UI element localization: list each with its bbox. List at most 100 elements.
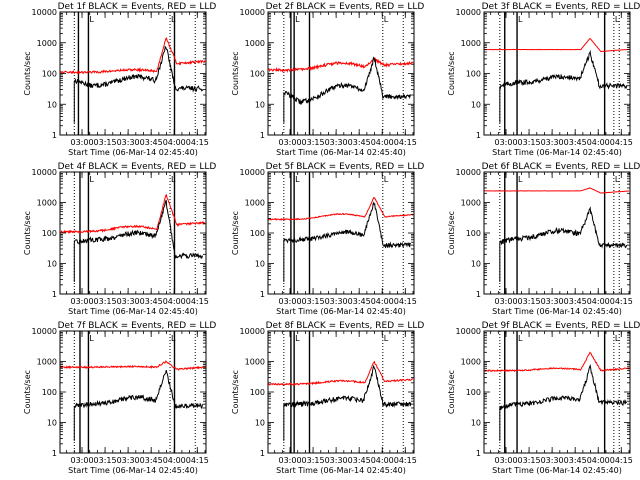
series-lld	[484, 37, 630, 53]
marker-label: L	[384, 15, 389, 24]
marker-label: L	[171, 334, 176, 343]
series-lld	[268, 360, 414, 386]
y-axis-label: Counts/sec	[231, 51, 240, 95]
y-tick-label: 10000	[456, 8, 481, 17]
y-tick-label: 1000	[37, 199, 57, 208]
y-tick-label: 1	[52, 290, 57, 299]
x-tick-label: 03:00	[278, 138, 301, 147]
y-tick-label: 1000	[461, 39, 481, 48]
y-tick-label: 1	[52, 449, 57, 458]
x-tick-label: 04:15	[610, 456, 633, 465]
series-events	[283, 364, 412, 441]
x-tick-label: 04:15	[394, 138, 417, 147]
y-tick-label: 1	[476, 290, 481, 299]
x-tick-label: 03:30	[325, 456, 348, 465]
panel-title: Det 4f BLACK = Events, RED = LLD	[58, 162, 217, 172]
y-tick-label: 1000	[461, 358, 481, 367]
plot-frame	[483, 330, 631, 454]
y-tick-label: 10000	[32, 8, 57, 17]
panel-title: Det 8f BLACK = Events, RED = LLD	[266, 321, 425, 331]
marker-label: L	[615, 15, 620, 24]
x-tick-label: 04:00	[587, 138, 610, 147]
x-axis-label: Start Time (06-Mar-14 02:45:40)	[276, 148, 406, 157]
marker-label: L	[295, 175, 300, 184]
panel-title: Det 9f BLACK = Events, RED = LLD	[482, 321, 640, 331]
x-tick-label: 03:00	[70, 138, 93, 147]
x-tick-label: 03:45	[564, 297, 587, 306]
y-axis-label: Counts/sec	[23, 211, 32, 255]
x-tick-label: 04:00	[587, 297, 610, 306]
y-tick-label: 100	[42, 388, 57, 397]
series-lld	[60, 37, 206, 75]
x-tick-label: 03:15	[94, 138, 117, 147]
y-tick-label: 1000	[37, 358, 57, 367]
y-tick-label: 100	[466, 229, 481, 238]
marker-label: L	[615, 175, 620, 184]
marker-label: L	[171, 175, 176, 184]
x-tick-label: 04:15	[186, 456, 209, 465]
marker-label: L	[89, 334, 94, 343]
x-axis-label: Start Time (06-Mar-14 02:45:40)	[68, 148, 198, 157]
series-events	[73, 370, 204, 441]
panel-2: Det 2f BLACK = Events, RED = LLD L L 1 10 100…	[231, 2, 424, 157]
x-axis-label: Start Time (06-Mar-14 02:45:40)	[492, 466, 622, 475]
x-tick-label: 04:00	[371, 297, 394, 306]
x-tick-label: 04:00	[587, 456, 610, 465]
panel-title: Det 2f BLACK = Events, RED = LLD	[266, 2, 425, 12]
series-events	[283, 56, 412, 123]
y-tick-label: 100	[250, 229, 265, 238]
x-tick-label: 04:00	[163, 456, 186, 465]
marker-label: L	[384, 334, 389, 343]
x-tick-label: 04:00	[163, 138, 186, 147]
x-tick-label: 04:15	[186, 138, 209, 147]
x-tick-label: 04:15	[610, 297, 633, 306]
y-tick-label: 1000	[461, 199, 481, 208]
y-tick-label: 10	[255, 100, 265, 109]
x-tick-label: 03:30	[541, 456, 564, 465]
marker-label: L	[295, 15, 300, 24]
series-events	[73, 45, 204, 123]
plot-frame	[483, 11, 631, 136]
y-tick-label: 10000	[32, 327, 57, 336]
x-tick-label: 03:15	[94, 456, 117, 465]
series-lld	[268, 196, 414, 221]
series-events	[73, 200, 203, 282]
panel-9: Det 9f BLACK = Events, RED = LLD L L 1 10 100…	[447, 321, 640, 475]
y-tick-label: 10	[255, 260, 265, 269]
series-events	[499, 363, 628, 441]
y-tick-label: 100	[42, 70, 57, 79]
panel-1: Det 1f BLACK = Events, RED = LLD L L 1 10 100…	[23, 2, 216, 157]
x-tick-label: 03:00	[278, 456, 301, 465]
x-tick-label: 03:00	[494, 456, 517, 465]
x-tick-label: 03:45	[140, 456, 163, 465]
y-axis-label: Counts/sec	[23, 370, 32, 414]
series-lld	[484, 351, 630, 373]
y-tick-label: 100	[42, 229, 57, 238]
y-tick-label: 1	[260, 131, 265, 140]
marker-label: L	[384, 175, 389, 184]
x-tick-label: 03:45	[564, 456, 587, 465]
y-tick-label: 10	[47, 260, 57, 269]
y-tick-label: 10000	[456, 327, 481, 336]
marker-label: L	[615, 334, 620, 343]
x-tick-label: 03:30	[117, 138, 140, 147]
x-tick-label: 03:15	[302, 456, 325, 465]
x-axis-label: Start Time (06-Mar-14 02:45:40)	[492, 148, 622, 157]
y-tick-label: 100	[466, 70, 481, 79]
x-axis-label: Start Time (06-Mar-14 02:45:40)	[68, 307, 198, 316]
y-tick-label: 1	[476, 449, 481, 458]
x-axis-label: Start Time (06-Mar-14 02:45:40)	[276, 466, 406, 475]
x-tick-label: 04:15	[394, 297, 417, 306]
x-tick-label: 03:00	[70, 456, 93, 465]
x-tick-label: 04:00	[163, 297, 186, 306]
marker-label: L	[89, 175, 94, 184]
x-tick-label: 04:00	[371, 138, 394, 147]
panel-4: Det 4f BLACK = Events, RED = LLD L L 1 10 100…	[23, 162, 216, 316]
plot-frame	[267, 330, 415, 454]
y-tick-label: 1	[476, 131, 481, 140]
marker-label: L	[518, 15, 523, 24]
x-tick-label: 03:30	[117, 456, 140, 465]
y-tick-label: 10	[47, 100, 57, 109]
x-tick-label: 03:00	[278, 297, 301, 306]
y-axis-label: Counts/sec	[447, 370, 456, 414]
